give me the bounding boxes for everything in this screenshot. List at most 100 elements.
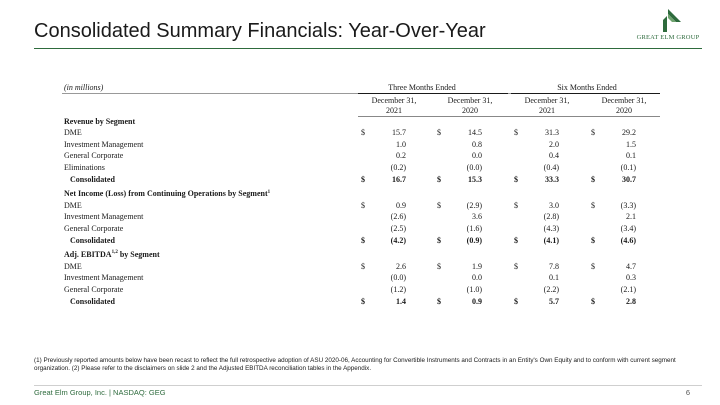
table-row: General Corporate (1.2) (1.0) (2.2) (2.1): [62, 284, 660, 296]
section-heading: Adj. EBITDA1,2 by Segment: [64, 249, 160, 261]
column-header: December 31, 2021: [524, 95, 570, 115]
dollar-sign: $: [361, 128, 365, 138]
table-row: DME $2.6 $1.9 $7.8 $4.7: [62, 261, 660, 273]
cell-value: 0.0: [472, 151, 482, 161]
cell-value: 1.0: [396, 139, 406, 149]
cell-value: 0.1: [549, 273, 559, 283]
footnote: (1) Previously reported amounts below ha…: [34, 357, 676, 372]
cell-value: 15.7: [392, 128, 406, 138]
dollar-sign: $: [437, 235, 441, 245]
row-label: Investment Management: [64, 273, 144, 283]
cell-value: 0.0: [472, 273, 482, 283]
cell-value: (1.0): [466, 284, 482, 294]
column-header: December 31, 2020: [447, 95, 493, 115]
dollar-sign: $: [361, 235, 365, 245]
table-row: Eliminations (0.2) (0.0) (0.4) (0.1): [62, 162, 660, 174]
dollar-sign: $: [514, 235, 518, 245]
row-label: DME: [64, 128, 82, 138]
page-number: 6: [685, 388, 690, 397]
total-value: 2.8: [626, 296, 636, 306]
footnote-marker: 1: [267, 189, 271, 195]
cell-value: 31.3: [545, 128, 559, 138]
footnote-marker: 1,2: [111, 250, 118, 256]
total-row: Consolidated $ (4.2) $ (0.9) $ (4.1) $ (4.6): [62, 235, 660, 247]
dollar-sign: $: [514, 128, 518, 138]
row-label: DME: [64, 200, 82, 210]
cell-value: 0.2: [396, 151, 406, 161]
cell-value: 0.3: [626, 273, 636, 283]
cell-value: 3.6: [472, 212, 482, 222]
financials-table: (in millions) Three Months Ended Six Mon…: [62, 82, 660, 307]
row-label: General Corporate: [64, 151, 124, 161]
row-label: Investment Management: [64, 212, 144, 222]
cell-value: (4.3): [543, 223, 559, 233]
cell-value: 1.5: [626, 139, 636, 149]
cell-value: 0.9: [396, 200, 406, 210]
cell-value: (2.8): [543, 212, 559, 222]
row-label: General Corporate: [64, 223, 124, 233]
dollar-sign: $: [361, 296, 365, 306]
dollar-sign: $: [514, 261, 518, 271]
column-header: December 31, 2021: [371, 95, 417, 115]
cell-value: 0.4: [549, 151, 559, 161]
dollar-sign: $: [591, 235, 595, 245]
cell-value: (2.6): [390, 212, 406, 222]
cell-value: 7.8: [549, 261, 559, 271]
dollar-sign: $: [361, 261, 365, 271]
dollar-sign: $: [514, 174, 518, 184]
group-header-six-months: Six Months Ended: [557, 83, 617, 92]
cell-value: 29.2: [622, 128, 636, 138]
cell-value: (3.3): [620, 200, 636, 210]
section-heading: Revenue by Segment: [64, 116, 135, 128]
cell-value: (2.9): [466, 200, 482, 210]
cell-value: (0.0): [466, 162, 482, 172]
cell-value: (2.5): [390, 223, 406, 233]
dollar-sign: $: [514, 296, 518, 306]
cell-value: (3.4): [620, 223, 636, 233]
cell-value: (1.2): [390, 284, 406, 294]
dollar-sign: $: [437, 200, 441, 210]
group-underline-three-months: [358, 93, 508, 94]
table-row: DME $15.7 $14.5 $31.3 $29.2: [62, 127, 660, 139]
dollar-sign: $: [361, 200, 365, 210]
cell-value: (0.2): [390, 162, 406, 172]
total-row: Consolidated $16.7 $15.3 $33.3 $30.7: [62, 174, 660, 186]
logo-text: GREAT ELM GROUP: [636, 34, 700, 41]
total-value: 5.7: [549, 296, 559, 306]
cell-value: 0.1: [626, 151, 636, 161]
total-row: Consolidated $1.4 $0.9 $5.7 $2.8: [62, 296, 660, 308]
cell-value: 14.5: [468, 128, 482, 138]
dollar-sign: $: [591, 261, 595, 271]
total-label: Consolidated: [70, 174, 115, 184]
total-value: (4.1): [543, 235, 559, 245]
total-value: 15.3: [468, 174, 482, 184]
dollar-sign: $: [591, 296, 595, 306]
row-label: Investment Management: [64, 139, 144, 149]
cell-value: (2.2): [543, 284, 559, 294]
total-label: Consolidated: [70, 296, 115, 306]
cell-value: 2.6: [396, 261, 406, 271]
section-heading-row: Revenue by Segment: [62, 116, 660, 128]
group-header-three-months: Three Months Ended: [388, 83, 456, 92]
page-title: Consolidated Summary Financials: Year-Ov…: [34, 20, 486, 42]
elm-logo-icon: [663, 9, 681, 32]
company-logo: GREAT ELM GROUP: [628, 8, 708, 44]
section-heading-row: Adj. EBITDA1,2 by Segment: [62, 249, 660, 261]
section-heading-text: Revenue by Segment: [64, 116, 136, 126]
dollar-sign: $: [591, 128, 595, 138]
cell-value: 3.0: [549, 200, 559, 210]
total-value: (4.6): [620, 235, 636, 245]
column-header: December 31, 2020: [601, 95, 647, 115]
column-header-row: December 31, 2021 December 31, 2020 Decemb…: [62, 94, 660, 116]
row-label: Eliminations: [64, 162, 105, 172]
section-heading: Net Income (Loss) from Continuing Operat…: [64, 188, 270, 200]
section-heading-text: Adj. EBITDA: [64, 250, 112, 260]
section-heading-suffix: by Segment: [117, 250, 160, 260]
group-underline-six-months: [511, 93, 660, 94]
cell-value: (1.6): [466, 223, 482, 233]
table-row: Investment Management 1.0 0.8 2.0 1.5: [62, 139, 660, 151]
total-value: (4.2): [390, 235, 406, 245]
cell-value: (0.4): [543, 162, 559, 172]
table-row: General Corporate (2.5) (1.6) (4.3) (3.4): [62, 223, 660, 235]
dollar-sign: $: [437, 261, 441, 271]
